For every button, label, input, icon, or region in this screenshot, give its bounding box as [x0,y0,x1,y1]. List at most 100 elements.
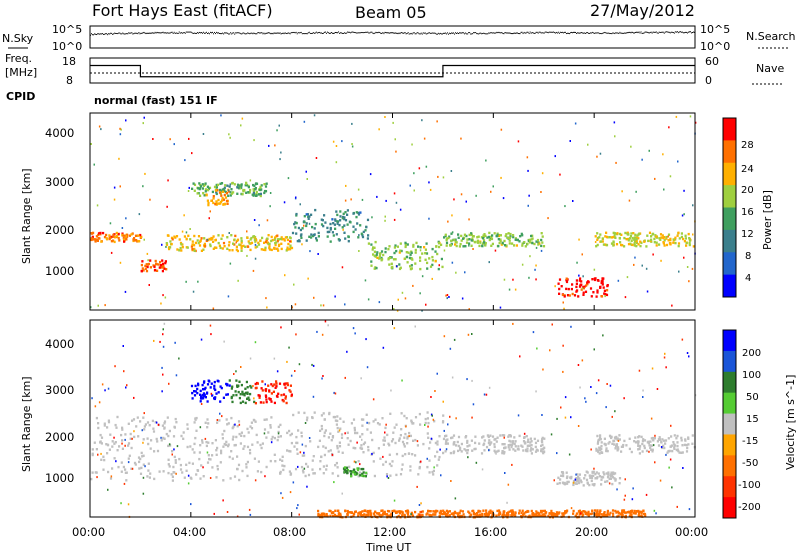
data-cell [623,236,626,240]
data-cell [224,184,227,187]
sky-noise-point [553,31,555,33]
data-cell [476,236,479,239]
data-cell [199,194,202,197]
sky-noise-point [640,31,642,33]
data-cell [154,421,157,424]
sky-noise-point [177,32,179,34]
power-ytick-2000: 2000 [45,223,74,237]
data-cell-sparse [604,295,606,298]
data-cell [373,250,376,253]
data-cell-sparse [641,158,643,161]
data-cell-sparse [162,345,165,348]
data-cell [215,186,218,189]
data-cell-sparse [206,451,209,454]
sky-noise-point [123,33,125,35]
data-cell-sparse [590,448,592,451]
data-cell [588,483,591,487]
sky-noise-point [379,32,381,34]
sky-noise-point [369,32,371,34]
data-cell [388,510,391,513]
data-cell [282,468,285,472]
data-cell [691,434,694,437]
data-cell [102,455,105,458]
data-cell [125,238,128,241]
data-cell-sparse [624,494,626,497]
data-cell [578,473,581,476]
data-cell [603,292,606,295]
data-cell [459,448,462,451]
data-cell-sparse [171,453,173,456]
data-cell [282,393,286,396]
data-cell [481,436,484,439]
data-cell [377,447,380,450]
data-cell [599,446,602,449]
data-cell-sparse [220,114,222,117]
sky-noise-point [628,31,630,33]
data-cell-sparse [466,378,468,381]
data-cell [174,461,177,464]
sky-noise-point [254,33,256,35]
data-cell [369,513,372,516]
data-cell [319,429,322,432]
data-cell [650,444,653,447]
data-cell [222,396,225,399]
data-cell-sparse [341,266,344,269]
data-cell [105,233,108,237]
data-cell [352,468,355,471]
data-cell [434,513,437,516]
sky-noise-point [618,33,620,35]
data-cell-sparse [485,393,488,396]
data-cell [307,473,311,477]
data-cell [543,509,546,513]
data-cell-sparse [175,374,178,377]
sky-noise-point [383,33,385,35]
data-cell-sparse [688,508,691,511]
sky-noise-point [308,31,310,33]
sky-noise-point [318,31,320,33]
data-cell [615,243,619,246]
data-cell [207,203,210,207]
data-cell [212,240,215,243]
data-cell [171,475,174,478]
data-cell [191,397,194,400]
data-cell [462,513,465,516]
sky-noise-point [521,31,523,33]
data-cell [247,431,250,434]
sky-noise-point [259,32,261,34]
data-cell [239,401,242,405]
data-cell [390,440,394,443]
sky-noise-point [234,33,236,35]
data-cell-sparse [287,177,290,180]
data-cell [270,235,273,239]
data-cell [337,515,340,518]
data-cell [684,438,687,441]
data-cell [346,471,349,475]
sky-noise-point [249,33,251,35]
data-cell [116,449,119,452]
data-cell [527,438,530,441]
data-cell-sparse [286,360,288,363]
data-cell-sparse [579,386,581,389]
data-cell [618,438,621,441]
data-cell [204,244,207,248]
data-cell-sparse [420,502,422,505]
data-cell [122,237,125,240]
sky-noise-point [396,32,398,34]
data-cell-sparse [237,279,239,282]
data-cell [133,461,137,465]
data-cell-sparse [681,338,684,341]
velocity-ylabel: Slant Range [km] [20,376,33,472]
data-cell [595,447,598,451]
data-cell [310,236,313,239]
data-cell [391,265,394,269]
data-cell [518,512,521,515]
data-cell [528,238,531,242]
sky-noise-point [184,32,186,34]
data-cell [397,514,400,518]
data-cell [654,234,657,237]
data-cell [261,380,264,383]
data-cell [97,422,100,425]
data-cell [640,435,643,439]
data-cell [146,437,149,440]
sky-noise-point [154,31,156,33]
